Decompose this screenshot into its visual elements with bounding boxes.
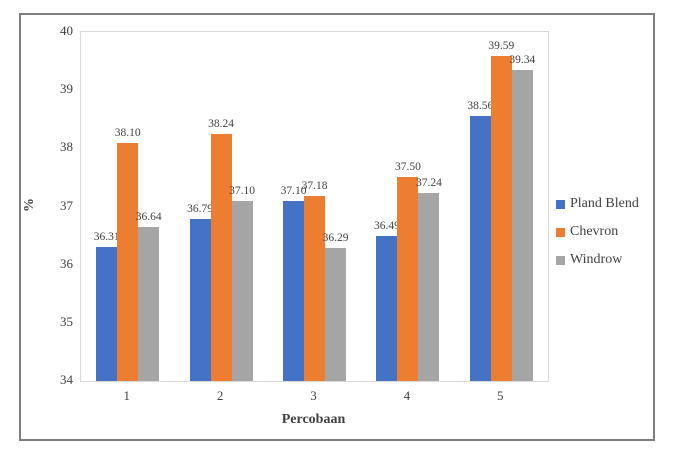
y-tick-label: 36 [60,255,73,271]
legend-label: Windrow [570,252,623,267]
x-axis-title: Percobaan [281,412,346,427]
bar-pland-blend-cat-3 [283,200,304,381]
legend-swatch-icon [556,255,565,265]
bar-windrow-cat-3 [325,247,346,381]
bar-data-label: 36.64 [135,211,162,224]
legend-swatch-icon [556,227,565,237]
bar-data-label: 36.29 [322,231,349,244]
bar-chevron-cat-4 [397,177,419,381]
y-tick-label: 35 [60,313,73,329]
bar-data-label: 37.18 [301,180,328,193]
bar-data-label: 36.31 [93,230,120,243]
legend: Pland Blend Chevron Windrow [556,195,639,279]
y-axis-title: % [22,197,37,212]
bar-data-label: 39.34 [509,54,536,67]
x-tick-label: 3 [310,388,317,403]
bar-data-label: 38.10 [114,126,141,139]
bar-pland-blend-cat-1 [96,246,118,381]
bar-chevron-cat-3 [304,196,325,381]
bar-data-label: 37.24 [415,176,442,189]
bar-data-label: 36.79 [187,202,214,215]
bar-pland-blend-cat-4 [376,236,398,381]
legend-item-pland-blend: Pland Blend [556,195,639,213]
bar-data-label: 37.50 [394,161,421,174]
legend-swatch-icon [556,199,565,209]
bar-chevron-cat-2 [210,134,232,381]
y-tick-label: 39 [60,81,73,97]
bar-data-label: 37.10 [280,184,307,197]
bar-data-label: 38.56 [467,99,494,112]
bar-data-label: 38.24 [208,118,235,131]
legend-item-windrow: Windrow [556,251,639,269]
x-tick-label: 2 [216,388,224,403]
bar-windrow-cat-1 [138,227,160,381]
bar-data-label: 39.59 [488,39,515,52]
x-tick-label: 5 [497,388,504,403]
bar-chevron-cat-1 [117,142,139,381]
bar-windrow-cat-5 [511,70,533,381]
y-tick-label: 40 [60,23,73,38]
bar-pland-blend-cat-2 [189,218,211,381]
y-tick-label: 37 [60,197,73,213]
y-tick-label: 38 [60,139,73,155]
bar-pland-blend-cat-5 [469,115,491,381]
y-tick-label: 34 [60,372,73,387]
legend-label: Pland Blend [570,196,639,211]
bar-data-label: 36.49 [373,220,400,233]
x-tick-label: 4 [403,388,411,403]
legend-item-chevron: Chevron [556,223,639,241]
legend-label: Chevron [570,224,619,239]
plot-area: 36.31 38.10 36.64 36.79 38.24 37.10 37.10 37.18… [80,31,549,382]
bar-chevron-cat-5 [490,55,512,381]
bar-windrow-cat-4 [418,192,440,381]
x-tick-label: 1 [123,388,130,403]
bar-windrow-cat-2 [231,200,253,381]
bar-data-label: 37.10 [229,184,256,197]
chart-frame: 36.31 38.10 36.64 36.79 38.24 37.10 37.10 37.18… [19,13,655,441]
